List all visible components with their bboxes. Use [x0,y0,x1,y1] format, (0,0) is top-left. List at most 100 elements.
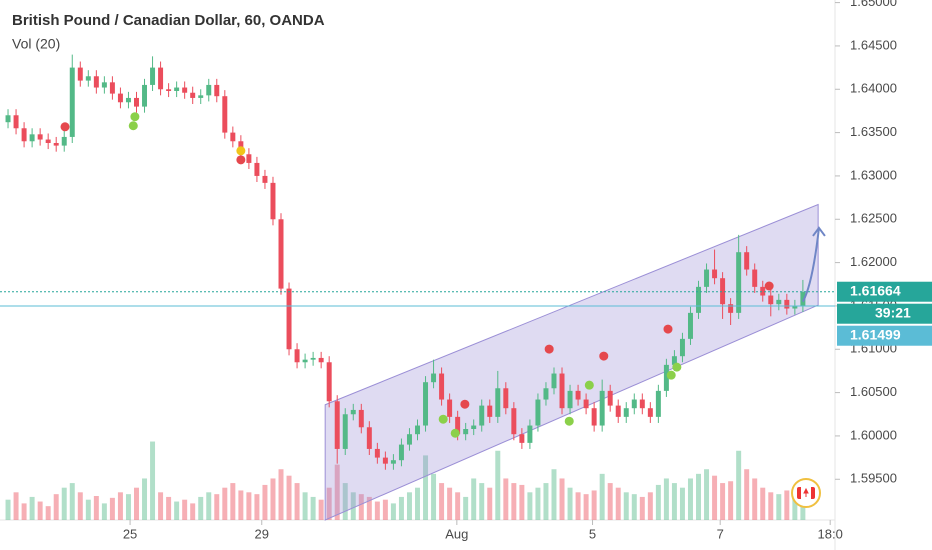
candle-body [639,399,645,409]
candle-body [270,182,276,220]
candle-body [214,84,220,97]
volume-bar [150,441,156,520]
volume-bar [471,478,477,520]
volume-bar [134,487,139,520]
volume-bar [784,490,790,520]
volume-bar [439,483,445,520]
volume-bar [575,492,581,520]
volume-bar [639,496,645,520]
x-tick-label: 29 [255,526,269,541]
candle-body [45,139,51,143]
volume-bar [37,501,43,520]
candle-body [752,269,758,287]
candle-body [302,359,308,363]
candle-body [623,408,629,417]
countdown: 39:21 [875,304,911,320]
candle-body [366,427,372,449]
x-tick-label: 25 [123,526,137,541]
volume-bar [519,484,525,520]
x-tick-label: 7 [717,526,724,541]
volume-bar [543,483,549,520]
signal-dot [564,416,574,426]
candle-body [326,362,332,402]
candle-body [61,136,67,146]
volume-bar [142,478,148,520]
candle-body [334,401,340,449]
signal-dot [450,428,460,438]
candle-body [447,399,453,417]
volume-bar [310,496,316,520]
candle-body [687,312,693,339]
volume-bar [101,503,107,520]
candle-body [671,356,677,365]
candle-body [431,373,437,383]
volume-bar [423,455,429,520]
candle-body [198,95,204,98]
volume-bar [503,478,509,520]
candle-body [519,434,525,443]
signal-dot [130,112,140,122]
candle-body [704,269,710,287]
signal-dot [460,399,470,409]
candle-body [222,96,228,133]
y-tick-label: 1.63500 [850,124,897,139]
volume-bar [350,492,356,520]
candle-body [246,154,252,163]
arrow-head [812,226,826,237]
y-tick-label: 1.63000 [850,167,897,182]
candle-body [77,67,83,81]
volume-bar [198,496,204,520]
volume-bar [663,478,669,520]
signal-dot [236,155,246,165]
volume-bar [374,501,380,520]
candle-body [158,67,164,90]
candle-body [294,349,300,363]
volume-bar [85,499,91,520]
candle-body [415,425,420,435]
candle-body [439,373,445,400]
volume-bar [463,496,469,520]
candle-body [382,457,388,464]
price-label-box [837,325,932,346]
volume-bar [326,487,332,520]
signal-dot [663,324,673,334]
candle-body [85,76,91,81]
signal-dot [584,380,594,390]
candle-body [599,390,605,426]
volume-bar [607,483,613,520]
candle-body [406,434,412,445]
y-tick-label: 1.65000 [850,0,897,9]
candle-body [720,278,726,305]
chart-title: British Pound / Canadian Dollar, 60, OAN… [12,12,325,29]
candle-body [712,269,718,279]
y-tick-label: 1.64000 [850,81,897,96]
candle-body [21,128,27,142]
volume-bar [551,469,557,520]
candle-body [792,305,798,309]
x-tick-label: 5 [589,526,596,541]
volume-bar [687,478,693,520]
candle-body [262,175,268,183]
candle-body [503,388,509,409]
flag-icon [791,478,821,508]
candle-body [768,295,774,305]
candle-body [463,429,469,435]
price-label-box [837,281,932,302]
volume-bar [583,494,589,520]
candle-body [318,357,324,363]
x-tick-label: Aug [445,526,468,541]
candle-body [310,357,316,360]
y-tick-label: 1.60000 [850,427,897,442]
candle-body [150,67,156,85]
volume-bar [760,487,766,520]
candle-body [350,409,356,415]
volume-bar [190,503,196,520]
candle-body [543,388,549,400]
y-tick-label: 1.62000 [850,254,897,269]
volume-bar [382,499,388,520]
volume-bar [13,492,19,520]
candle-body [760,286,766,296]
candle-body [583,399,589,409]
candle-body [607,390,613,406]
